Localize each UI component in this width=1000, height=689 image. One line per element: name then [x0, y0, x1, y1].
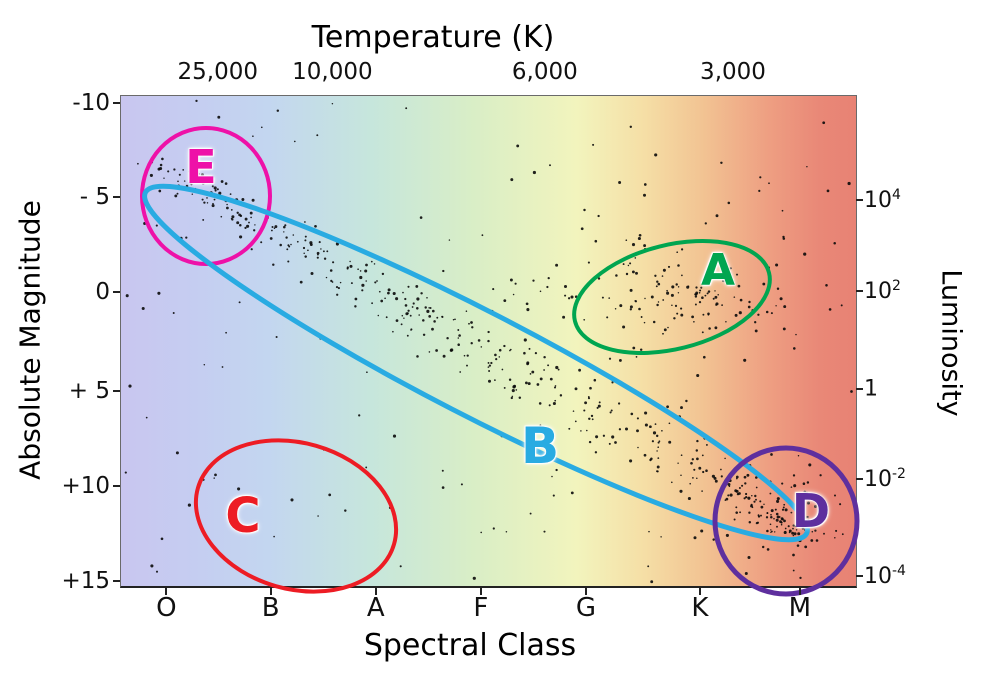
- magnitude-tick-label: + 5: [68, 377, 110, 404]
- luminosity-axis-title: Luminosity: [935, 269, 967, 417]
- magnitude-tick-label: +10: [61, 473, 110, 500]
- left-tick-mark: [113, 101, 120, 104]
- left-tick-mark: [113, 290, 120, 293]
- temperature-tick-label: 3,000: [700, 59, 766, 85]
- left-tick-mark: [113, 485, 120, 488]
- bottom-tick-mark: [165, 587, 168, 595]
- magnitude-tick-label: -10: [72, 89, 110, 116]
- absolute-magnitude-axis-title: Absolute Magnitude: [13, 200, 47, 480]
- luminosity-tick-label: 1: [864, 376, 878, 402]
- spectral-class-tick-label: G: [575, 593, 597, 623]
- right-tick-mark: [856, 478, 863, 481]
- bottom-tick-mark: [698, 587, 701, 595]
- spectral-class-tick-label: K: [691, 593, 709, 623]
- temperature-axis-title: Temperature (K): [311, 20, 555, 55]
- bottom-tick-mark: [269, 587, 272, 595]
- region-c-label: C: [225, 488, 261, 544]
- bottom-tick-mark: [798, 587, 801, 595]
- bottom-tick-mark: [374, 587, 377, 595]
- luminosity-tick-label: 104: [864, 186, 901, 214]
- region-e-label: E: [185, 140, 217, 194]
- left-tick-mark: [113, 195, 120, 198]
- magnitude-tick-label: 0: [95, 278, 110, 305]
- magnitude-tick-label: +15: [61, 568, 110, 595]
- spectral-class-tick-label: F: [473, 593, 489, 623]
- luminosity-tick-label: 102: [864, 277, 901, 305]
- region-a-label: A: [700, 245, 736, 296]
- region-d-label: D: [791, 484, 831, 538]
- left-tick-mark: [113, 389, 120, 392]
- right-tick-mark: [856, 388, 863, 390]
- temperature-tick-label: 10,000: [292, 59, 373, 85]
- bottom-tick-mark: [584, 587, 587, 595]
- right-tick-mark: [856, 290, 863, 292]
- region-b-label: B: [520, 417, 560, 475]
- temperature-tick-label: 25,000: [177, 59, 258, 85]
- bottom-tick-mark: [479, 587, 482, 595]
- luminosity-tick-label: 10-2: [864, 465, 906, 493]
- spectral-class-tick-label: A: [366, 593, 385, 623]
- luminosity-tick-label: 10-4: [864, 563, 906, 590]
- spectral-class-tick-label: M: [788, 593, 812, 623]
- right-tick-mark: [856, 575, 863, 578]
- temperature-tick-label: 6,000: [511, 59, 578, 85]
- magnitude-tick-label: - 5: [79, 183, 110, 210]
- right-tick-mark: [856, 198, 863, 201]
- spectral-class-tick-label: O: [156, 593, 177, 623]
- left-tick-mark: [113, 580, 120, 583]
- spectral-class-tick-label: B: [261, 593, 280, 623]
- spectral-class-axis-title: Spectral Class: [363, 628, 577, 663]
